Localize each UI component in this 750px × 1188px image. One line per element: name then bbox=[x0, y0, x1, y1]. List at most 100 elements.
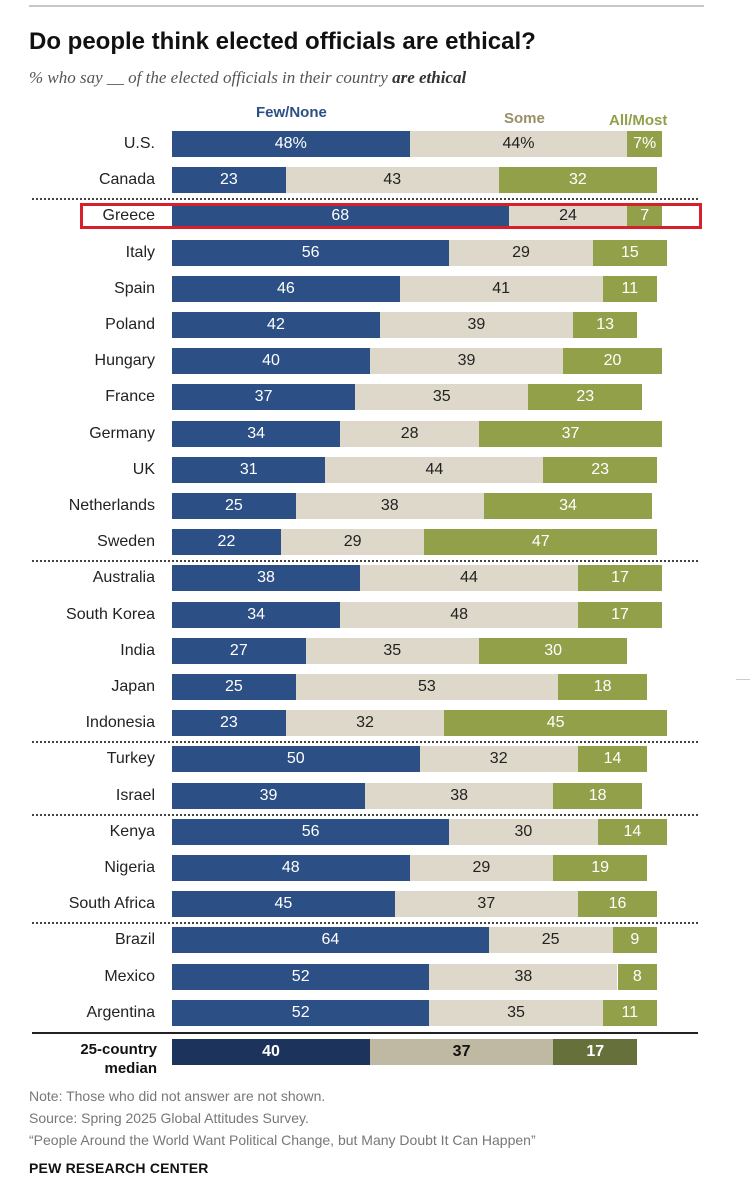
bar-segment-few-none bbox=[172, 529, 281, 556]
group-separator bbox=[32, 922, 698, 925]
bar-segment-all-most bbox=[612, 927, 658, 954]
data-label-few-none: 68 bbox=[331, 207, 350, 225]
data-label-some: 29 bbox=[472, 859, 491, 876]
median-label-few-none: 40 bbox=[262, 1043, 280, 1060]
bar-segment-all-most bbox=[577, 565, 663, 592]
bar-segment-all-most bbox=[627, 203, 663, 230]
median-label-all-most: 17 bbox=[586, 1043, 605, 1060]
median-label-line1: 25-country bbox=[80, 1041, 157, 1058]
data-label-some: 29 bbox=[343, 533, 362, 551]
category-label: UK bbox=[132, 460, 155, 478]
legend-all-most: All/Most bbox=[609, 112, 668, 129]
bar-segment-few-none bbox=[172, 855, 410, 881]
report-title-text: “People Around the World Want Political … bbox=[29, 1132, 536, 1148]
data-label-some: 25 bbox=[541, 931, 560, 949]
bar-segment-few-none bbox=[172, 818, 450, 845]
bar-segment-all-most bbox=[602, 999, 658, 1026]
data-label-few-none: 46 bbox=[276, 279, 295, 297]
bar-segment-few-none bbox=[172, 312, 380, 338]
bar-segment-some bbox=[409, 131, 628, 157]
median-label-some: 37 bbox=[452, 1043, 471, 1060]
data-label-all-most: 11 bbox=[621, 279, 639, 297]
data-label-few-none: 50 bbox=[286, 750, 305, 768]
data-label-all-most: 17 bbox=[611, 605, 629, 623]
data-label-few-none: 56 bbox=[301, 243, 320, 261]
bar-segment-some bbox=[285, 167, 499, 194]
data-label-all-most: 23 bbox=[591, 460, 610, 478]
bar-segment-few-none bbox=[172, 782, 366, 809]
category-label: Germany bbox=[89, 424, 155, 442]
bar-segment-few-none bbox=[172, 637, 306, 664]
bar-segment-few-none bbox=[172, 927, 489, 954]
bar-segment-some bbox=[488, 927, 613, 954]
data-label-some: 37 bbox=[477, 895, 496, 913]
data-label-few-none: 27 bbox=[229, 641, 248, 659]
median-label-line2: median bbox=[104, 1060, 157, 1077]
bar-segment-some bbox=[280, 529, 425, 556]
bar-segment-some bbox=[379, 312, 573, 338]
data-label-all-most: 19 bbox=[591, 859, 610, 876]
bar-segment-all-most bbox=[498, 167, 658, 194]
data-label-few-none: 42 bbox=[267, 316, 285, 333]
bar-segment-some bbox=[305, 637, 479, 664]
data-label-all-most: 8 bbox=[632, 967, 642, 985]
data-label-some: 44% bbox=[502, 135, 535, 152]
data-label-few-none: 25 bbox=[224, 678, 243, 695]
data-label-some: 24 bbox=[559, 207, 577, 225]
category-label: Israel bbox=[115, 786, 155, 804]
data-label-some: 28 bbox=[400, 424, 419, 442]
bar-segment-few-none bbox=[172, 348, 370, 375]
bar-segment-all-most bbox=[528, 384, 643, 411]
source-text: Source: Spring 2025 Global Attitudes Sur… bbox=[29, 1110, 309, 1126]
category-label: South Africa bbox=[68, 895, 155, 913]
data-label-few-none: 38 bbox=[257, 569, 275, 587]
data-label-few-none: 64 bbox=[321, 931, 340, 949]
bar-segment-few-none bbox=[172, 710, 286, 737]
data-label-some: 38 bbox=[450, 786, 468, 804]
category-label: Netherlands bbox=[68, 497, 155, 514]
category-label: France bbox=[105, 388, 155, 406]
bar-segment-all-most bbox=[558, 674, 648, 700]
bar-segment-all-most bbox=[424, 529, 658, 556]
data-label-few-none: 52 bbox=[291, 1003, 310, 1021]
bar-segment-few-none bbox=[172, 963, 430, 990]
data-label-all-most: 45 bbox=[546, 714, 565, 732]
category-label: Hungary bbox=[94, 352, 155, 370]
category-label: Italy bbox=[125, 243, 155, 261]
bar-segment-few-none bbox=[172, 203, 509, 230]
data-label-all-most: 37 bbox=[561, 424, 580, 442]
category-label: Kenya bbox=[109, 822, 155, 840]
bar-segment-some bbox=[409, 855, 554, 881]
median-segment-few-none bbox=[172, 1039, 370, 1065]
data-label-some: 44 bbox=[460, 569, 478, 587]
bar-segment-few-none bbox=[172, 493, 296, 519]
data-label-all-most: 34 bbox=[559, 497, 577, 514]
bar-segment-few-none bbox=[172, 999, 430, 1026]
bar-segment-few-none bbox=[172, 420, 341, 447]
data-label-all-most: 30 bbox=[544, 641, 563, 659]
data-label-few-none: 48 bbox=[281, 859, 300, 876]
data-label-few-none: 25 bbox=[224, 497, 243, 514]
bar-segment-few-none bbox=[172, 275, 400, 302]
bar-segment-few-none bbox=[172, 131, 410, 157]
category-label: India bbox=[120, 641, 155, 659]
group-separator bbox=[32, 560, 698, 563]
category-label: Brazil bbox=[114, 931, 155, 949]
data-label-some: 35 bbox=[507, 1003, 525, 1021]
data-label-few-none: 22 bbox=[217, 533, 236, 551]
median-segment-some bbox=[370, 1039, 554, 1065]
data-label-all-most: 32 bbox=[568, 171, 587, 189]
data-label-all-most: 14 bbox=[623, 822, 642, 840]
bar-segment-some bbox=[285, 710, 445, 737]
data-label-all-most: 47 bbox=[531, 533, 550, 551]
data-label-few-none: 56 bbox=[301, 822, 320, 840]
data-label-few-none: 48% bbox=[274, 135, 307, 152]
bar-segment-all-most bbox=[597, 818, 667, 845]
bar-segment-all-most bbox=[553, 782, 643, 809]
data-label-few-none: 23 bbox=[220, 171, 238, 189]
category-label: Mexico bbox=[104, 967, 155, 985]
bar-segment-few-none bbox=[172, 456, 326, 483]
data-label-some: 35 bbox=[383, 641, 402, 659]
bar-segment-few-none bbox=[172, 674, 296, 700]
bar-segment-few-none bbox=[172, 601, 341, 628]
